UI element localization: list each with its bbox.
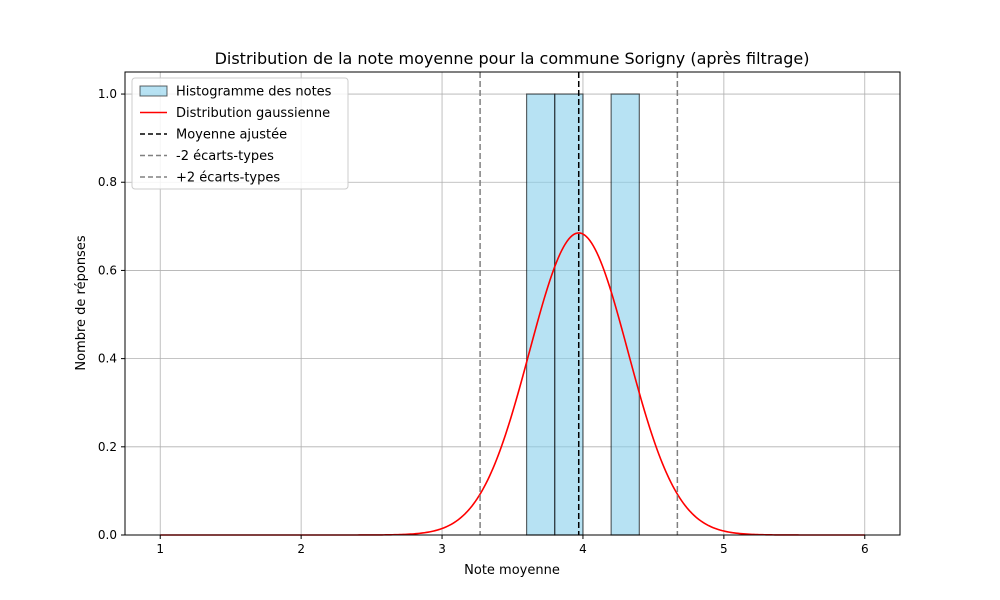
gaussian-curve [160,232,865,536]
y-tick-label: 0.4 [98,352,117,366]
legend-swatch-histogram [139,85,168,97]
vertical-lines [479,72,679,535]
gaussian-curve-layer [160,232,865,536]
axis-ticks: 1 2 3 4 5 6 0.0 0.2 0.4 0.6 0.8 1.0 [98,87,869,556]
legend-label: +2 écarts-types [176,171,280,186]
y-tick-label: 0.2 [98,440,117,454]
y-tick-label: 1.0 [98,87,117,101]
x-tick-label: 3 [438,542,446,556]
histogram-bars [525,93,640,536]
histogram-bar [610,93,640,536]
legend-label: Histogramme des notes [176,85,332,100]
legend-box [131,77,349,190]
legend-label: Moyenne ajustée [176,128,287,143]
x-tick-label: 1 [156,542,164,556]
x-tick-label: 4 [579,542,587,556]
y-tick-label: 0.8 [98,175,117,189]
x-tick-label: 2 [297,542,305,556]
legend: Histogramme des notes Distribution gaussi… [131,77,349,190]
y-tick-label: 0.0 [98,528,117,542]
legend-label: Distribution gaussienne [176,106,330,121]
x-tick-label: 6 [861,542,869,556]
x-axis-label: Note moyenne [464,563,560,578]
plot-frame [124,71,901,536]
histogram-bar [525,93,556,536]
chart-title: Distribution de la note moyenne pour la … [215,49,810,68]
legend-label: -2 écarts-types [176,149,274,164]
x-tick-label: 5 [720,542,728,556]
y-axis-label: Nombre de réponses [74,235,89,370]
y-tick-label: 0.6 [98,263,117,277]
